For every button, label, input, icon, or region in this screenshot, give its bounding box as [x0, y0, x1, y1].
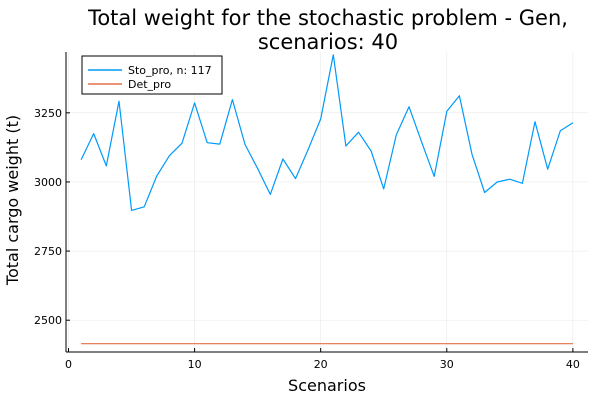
x-tick-label: 20	[314, 358, 328, 371]
axis-ticks: 0 10 20 30 40 2500 2750 3000 3250	[34, 107, 580, 371]
series-line-sto-pro	[80, 54, 574, 211]
legend-box	[81, 55, 223, 95]
x-axis-label: Scenarios	[288, 376, 366, 395]
legend-label-sto-pro: Sto_pro, n: 117	[128, 64, 212, 77]
y-tick-label: 2750	[34, 245, 62, 258]
x-tick-label: 10	[188, 358, 202, 371]
legend: Sto_pro, n: 117 Det_pro	[81, 55, 223, 95]
y-tick-label: 3000	[34, 176, 62, 189]
x-tick-label: 30	[440, 358, 454, 371]
chart-title-line-1: Total weight for the stochastic problem …	[87, 6, 568, 30]
x-tick-label: 0	[65, 358, 72, 371]
y-axis-label: Total cargo weight (t)	[3, 115, 22, 286]
x-tick-label: 40	[566, 358, 580, 371]
y-tick-label: 2500	[34, 314, 62, 327]
y-tick-label: 3250	[34, 107, 62, 120]
plot-series	[80, 54, 574, 345]
legend-label-det-pro: Det_pro	[128, 78, 171, 91]
chart-title-line-2: scenarios: 40	[258, 30, 398, 54]
grid	[66, 52, 588, 352]
